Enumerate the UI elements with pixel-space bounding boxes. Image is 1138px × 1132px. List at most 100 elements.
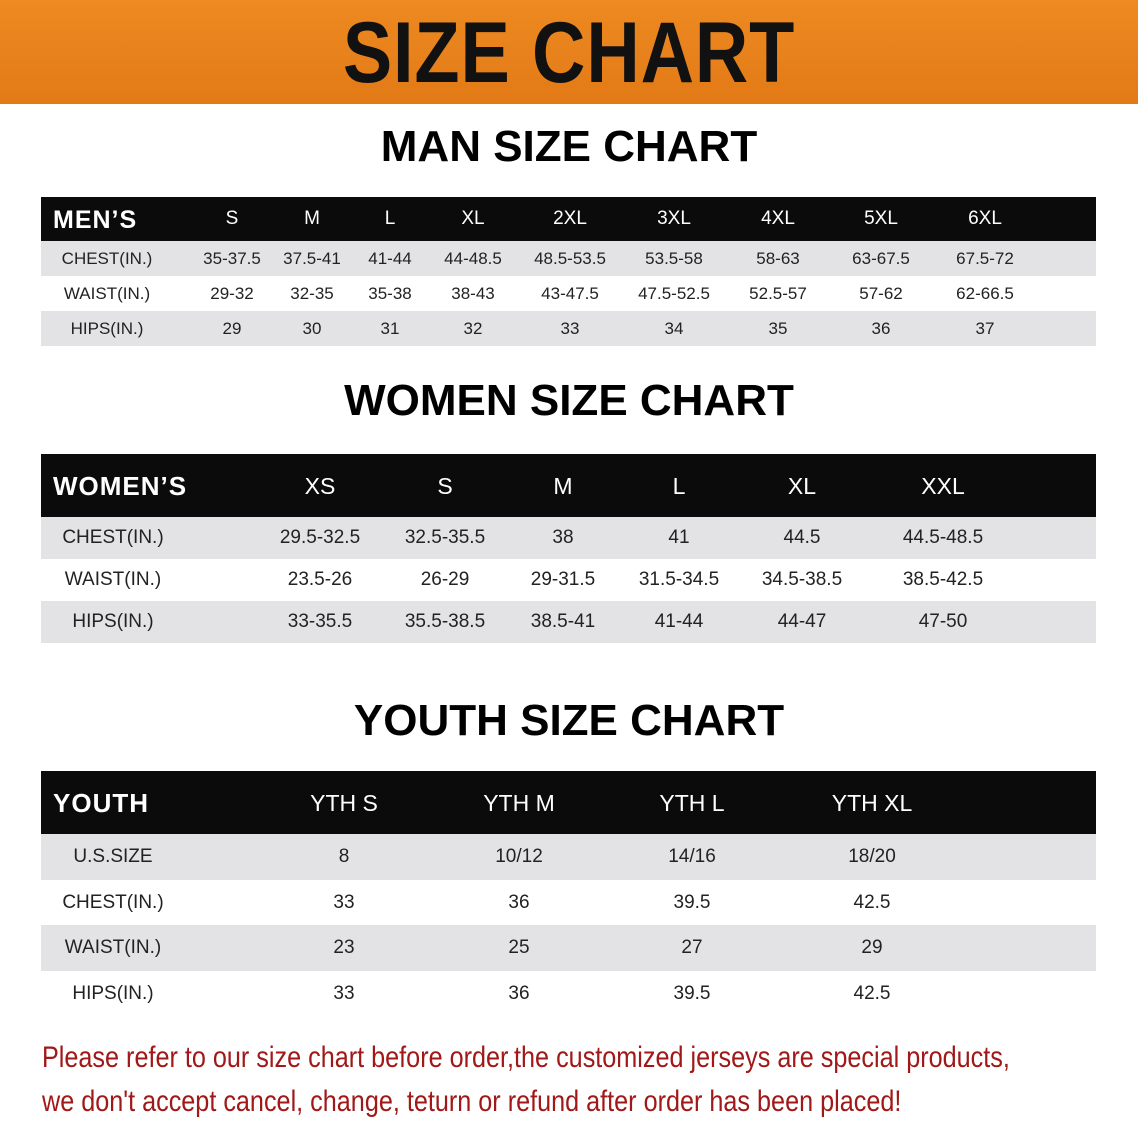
men-size-header: 2XL bbox=[553, 208, 587, 229]
row-label: WAIST(IN.) bbox=[64, 937, 162, 958]
table-cell: 29-32 bbox=[210, 284, 254, 303]
row-label: WAIST(IN.) bbox=[63, 284, 151, 303]
table-cell: 23 bbox=[333, 937, 355, 958]
youth-size-header: YTH L bbox=[659, 790, 725, 816]
youth-size-header: YTH S bbox=[310, 790, 378, 816]
table-cell: 47-50 bbox=[918, 611, 968, 632]
table-cell: 34.5-38.5 bbox=[761, 569, 843, 590]
men-table-row: WAIST(IN.) 29-32 32-35 35-38 38-43 43-47.5 47.… bbox=[41, 276, 1096, 311]
table-cell: 63-67.5 bbox=[852, 249, 910, 268]
row-label: HIPS(IN.) bbox=[70, 319, 144, 338]
women-size-header: L bbox=[672, 473, 686, 499]
table-cell: 14/16 bbox=[668, 846, 716, 867]
women-size-header: XL bbox=[787, 473, 817, 499]
men-table-row: HIPS(IN.) 29 30 31 32 33 34 35 36 37 bbox=[41, 311, 1096, 346]
table-cell: 47.5-52.5 bbox=[638, 284, 710, 303]
table-cell: 44-48.5 bbox=[444, 249, 502, 268]
table-cell: 29.5-32.5 bbox=[279, 527, 361, 548]
women-table-row: CHEST(IN.) 29.5-32.5 32.5-35.5 38 41 44.5 44.5… bbox=[41, 517, 1096, 559]
table-cell: 31.5-34.5 bbox=[638, 569, 720, 590]
table-cell: 18/20 bbox=[848, 846, 896, 867]
table-cell: 36 bbox=[508, 891, 530, 913]
youth-size-header: YTH XL bbox=[831, 790, 913, 816]
men-size-header: 4XL bbox=[761, 208, 795, 229]
women-size-header: XS bbox=[304, 473, 336, 499]
table-cell: 38.5-41 bbox=[530, 611, 596, 632]
note-line-2: we don't accept cancel, change, teturn o… bbox=[42, 1085, 902, 1118]
table-cell: 23.5-26 bbox=[287, 569, 353, 590]
women-size-header: M bbox=[553, 473, 573, 499]
table-cell: 48.5-53.5 bbox=[534, 249, 606, 268]
table-cell: 31 bbox=[380, 319, 400, 338]
note-line-1: Please refer to our size chart before or… bbox=[42, 1041, 1010, 1074]
men-size-header: S bbox=[225, 208, 239, 229]
table-cell: 32 bbox=[463, 319, 483, 338]
youth-table-row: HIPS(IN.) 33 36 39.5 42.5 bbox=[41, 970, 1096, 1016]
table-cell: 44.5-48.5 bbox=[902, 527, 984, 548]
women-size-header: S bbox=[437, 473, 453, 499]
table-cell: 29 bbox=[861, 937, 883, 958]
youth-header-row: YOUTH YTH S YTH M YTH L YTH XL bbox=[41, 771, 1096, 834]
women-size-header: XXL bbox=[921, 473, 965, 499]
table-cell: 33-35.5 bbox=[287, 611, 353, 632]
table-cell: 39.5 bbox=[673, 982, 711, 1004]
table-cell: 37.5-41 bbox=[283, 249, 341, 268]
table-cell: 39.5 bbox=[673, 891, 711, 913]
table-cell: 33 bbox=[333, 891, 355, 913]
youth-size-header: YTH M bbox=[483, 790, 555, 816]
row-label: CHEST(IN.) bbox=[62, 527, 164, 548]
table-cell: 29 bbox=[222, 319, 242, 338]
table-cell: 57-62 bbox=[859, 284, 903, 303]
table-cell: 33 bbox=[560, 319, 580, 338]
table-cell: 33 bbox=[333, 982, 355, 1004]
table-cell: 67.5-72 bbox=[956, 249, 1014, 268]
youth-section-title: YOUTH SIZE CHART bbox=[353, 696, 785, 745]
table-cell: 42.5 bbox=[853, 982, 891, 1004]
men-size-header: M bbox=[304, 208, 320, 229]
table-cell: 26-29 bbox=[420, 569, 470, 590]
row-label: U.S.SIZE bbox=[73, 846, 153, 867]
table-cell: 44.5 bbox=[783, 527, 821, 548]
row-label: CHEST(IN.) bbox=[62, 891, 164, 913]
women-table-row: WAIST(IN.) 23.5-26 26-29 29-31.5 31.5-34.5 34… bbox=[41, 559, 1096, 601]
table-cell: 52.5-57 bbox=[749, 284, 807, 303]
table-cell: 34 bbox=[664, 319, 684, 338]
table-cell: 35-38 bbox=[368, 284, 412, 303]
youth-table-row: U.S.SIZE 8 10/12 14/16 18/20 bbox=[41, 834, 1096, 880]
men-size-header: 6XL bbox=[968, 208, 1002, 229]
row-label: WAIST(IN.) bbox=[64, 569, 162, 590]
women-section-title: WOMEN SIZE CHART bbox=[344, 376, 794, 425]
table-cell: 35 bbox=[768, 319, 788, 338]
row-label: HIPS(IN.) bbox=[72, 611, 154, 632]
table-cell: 36 bbox=[508, 982, 530, 1004]
table-cell: 41-44 bbox=[654, 611, 704, 632]
men-size-header: XL bbox=[461, 208, 485, 229]
men-size-header: 5XL bbox=[864, 208, 898, 229]
youth-table-row: WAIST(IN.) 23 25 27 29 bbox=[41, 925, 1096, 971]
table-cell: 41-44 bbox=[368, 249, 412, 268]
men-header-label: MEN’S bbox=[53, 206, 138, 234]
banner: SIZE CHART bbox=[0, 0, 1138, 104]
table-cell: 32-35 bbox=[290, 284, 334, 303]
table-cell: 32.5-35.5 bbox=[404, 527, 486, 548]
women-table-row: HIPS(IN.) 33-35.5 35.5-38.5 38.5-41 41-44 44-… bbox=[41, 601, 1096, 643]
men-size-header: 3XL bbox=[657, 208, 691, 229]
table-cell: 53.5-58 bbox=[645, 249, 703, 268]
table-cell: 42.5 bbox=[853, 891, 891, 913]
table-cell: 35.5-38.5 bbox=[404, 611, 486, 632]
table-cell: 43-47.5 bbox=[541, 284, 599, 303]
women-header-label: WOMEN’S bbox=[53, 471, 188, 501]
table-cell: 41 bbox=[668, 527, 690, 548]
table-cell: 44-47 bbox=[777, 611, 827, 632]
table-cell: 37 bbox=[975, 319, 995, 338]
row-label: HIPS(IN.) bbox=[72, 982, 154, 1004]
table-cell: 38 bbox=[552, 527, 574, 548]
men-size-header: L bbox=[384, 208, 396, 229]
men-section-title: MAN SIZE CHART bbox=[380, 122, 758, 171]
table-cell: 38-43 bbox=[451, 284, 495, 303]
table-cell: 27 bbox=[681, 937, 703, 958]
youth-table-row: CHEST(IN.) 33 36 39.5 42.5 bbox=[41, 879, 1096, 925]
table-cell: 36 bbox=[871, 319, 891, 338]
table-cell: 10/12 bbox=[495, 846, 543, 867]
table-cell: 35-37.5 bbox=[203, 249, 261, 268]
